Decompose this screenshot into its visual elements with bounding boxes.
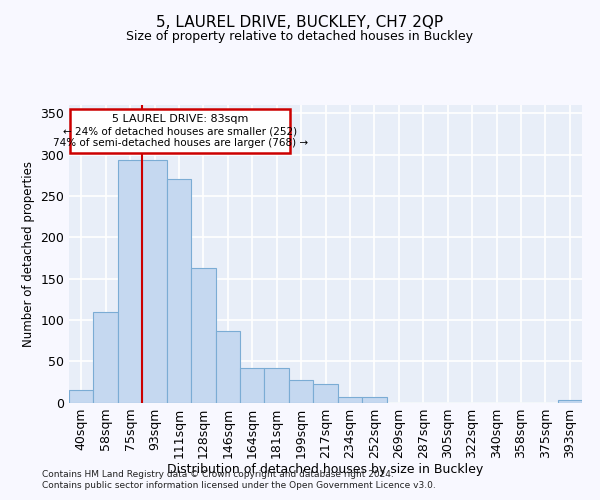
Bar xyxy=(94,312,118,402)
Bar xyxy=(191,268,215,402)
Bar xyxy=(289,380,313,402)
Text: Contains public sector information licensed under the Open Government Licence v3: Contains public sector information licen… xyxy=(42,481,436,490)
Bar xyxy=(313,384,338,402)
Text: Size of property relative to detached houses in Buckley: Size of property relative to detached ho… xyxy=(127,30,473,43)
Bar xyxy=(338,396,362,402)
Bar xyxy=(142,160,167,402)
Bar xyxy=(215,330,240,402)
X-axis label: Distribution of detached houses by size in Buckley: Distribution of detached houses by size … xyxy=(167,464,484,476)
Bar xyxy=(167,178,191,402)
Text: 5 LAUREL DRIVE: 83sqm: 5 LAUREL DRIVE: 83sqm xyxy=(112,114,248,124)
Text: 74% of semi-detached houses are larger (768) →: 74% of semi-detached houses are larger (… xyxy=(53,138,308,148)
Bar xyxy=(118,160,142,402)
Bar xyxy=(240,368,265,402)
Bar xyxy=(69,390,94,402)
Bar xyxy=(362,396,386,402)
Text: 5, LAUREL DRIVE, BUCKLEY, CH7 2QP: 5, LAUREL DRIVE, BUCKLEY, CH7 2QP xyxy=(157,15,443,30)
Text: Contains HM Land Registry data © Crown copyright and database right 2024.: Contains HM Land Registry data © Crown c… xyxy=(42,470,394,479)
Bar xyxy=(557,400,582,402)
Text: ← 24% of detached houses are smaller (252): ← 24% of detached houses are smaller (25… xyxy=(63,126,297,136)
Y-axis label: Number of detached properties: Number of detached properties xyxy=(22,161,35,347)
Bar xyxy=(265,368,289,402)
FancyBboxPatch shape xyxy=(70,109,290,153)
